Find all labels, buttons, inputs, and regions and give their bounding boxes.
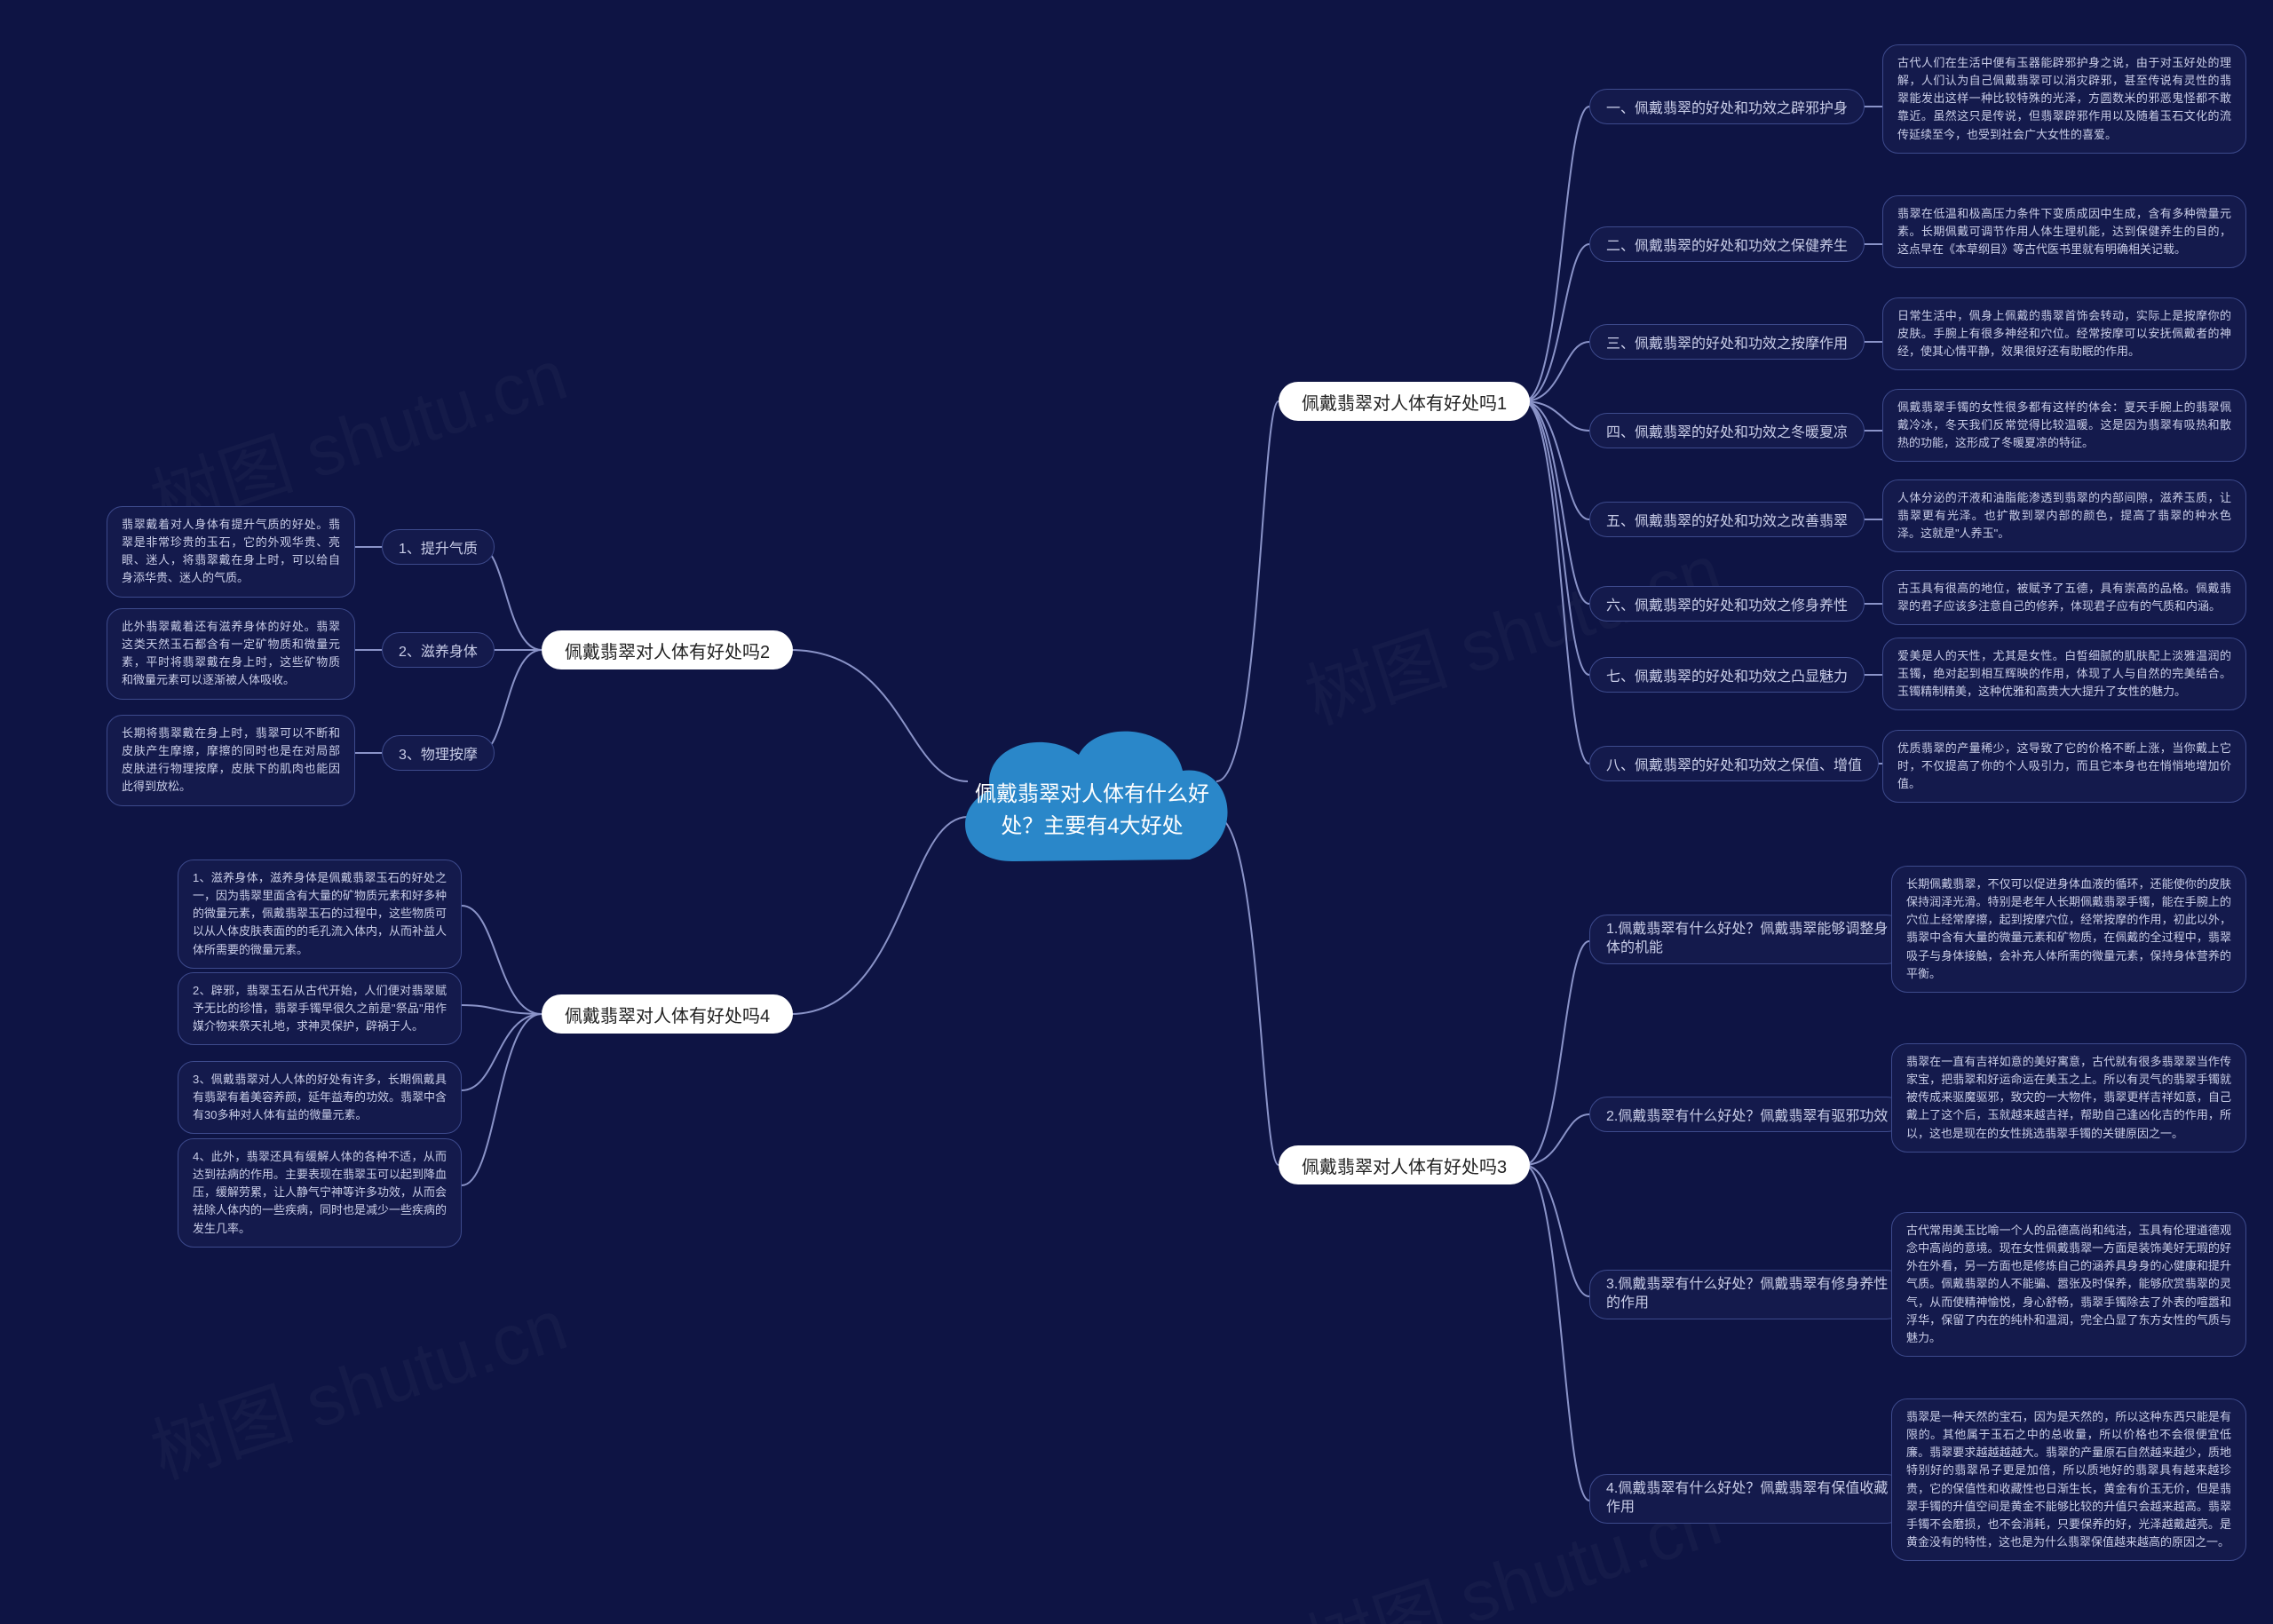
b1-leaf-2: 翡翠在低温和极高压力条件下变质成因中生成，含有多种微量元素。长期佩戴可调节作用人… (1882, 195, 2246, 268)
b1-sub-3[interactable]: 三、佩戴翡翠的好处和功效之按摩作用 (1589, 324, 1865, 360)
b4-leaf-1: 1、滋养身体，滋养身体是佩戴翡翠玉石的好处之一，因为翡翠里面含有大量的矿物质元素… (178, 860, 462, 969)
b1-sub-4[interactable]: 四、佩戴翡翠的好处和功效之冬暖夏凉 (1589, 413, 1865, 448)
b4-leaf-2: 2、辟邪，翡翠玉石从古代开始，人们便对翡翠赋予无比的珍惜，翡翠手镯早很久之前是"… (178, 972, 462, 1045)
center-topic-cloud[interactable]: 佩戴翡翠对人体有什么好 处？主要有4大好处 (941, 701, 1243, 897)
b1-leaf-7: 爱美是人的天性，尤其是女性。白皙细腻的肌肤配上淡雅温润的玉镯，绝对起到相互辉映的… (1882, 638, 2246, 710)
b1-sub-1[interactable]: 一、佩戴翡翠的好处和功效之辟邪护身 (1589, 89, 1865, 124)
b3-leaf-4: 翡翠是一种天然的宝石，因为是天然的，所以这种东西只能是有限的。其他属于玉石之中的… (1891, 1398, 2246, 1561)
b1-sub-2[interactable]: 二、佩戴翡翠的好处和功效之保健养生 (1589, 226, 1865, 262)
b1-leaf-1: 古代人们在生活中便有玉器能辟邪护身之说，由于对玉好处的理解，人们认为自己佩戴翡翠… (1882, 44, 2246, 154)
b1-leaf-5: 人体分泌的汗液和油脂能渗透到翡翠的内部间隙，滋养玉质，让翡翠更有光泽。也扩散到翠… (1882, 479, 2246, 552)
watermark: 树图 shutu.cn (137, 1268, 578, 1499)
b2-leaf-3: 长期将翡翠戴在身上时，翡翠可以不断和皮肤产生摩擦，摩擦的同时也是在对局部皮肤进行… (107, 715, 355, 806)
branch-node-4[interactable]: 佩戴翡翠对人体有好处吗4 (542, 994, 793, 1034)
b1-sub-8[interactable]: 八、佩戴翡翠的好处和功效之保值、增值 (1589, 746, 1879, 781)
branch-node-3[interactable]: 佩戴翡翠对人体有好处吗3 (1279, 1145, 1530, 1184)
b1-leaf-4: 佩戴翡翠手镯的女性很多都有这样的体会：夏天手腕上的翡翠佩戴冷冰，冬天我们反常觉得… (1882, 389, 2246, 462)
b1-leaf-6: 古玉具有很高的地位，被赋予了五德，具有崇高的品格。佩戴翡翠的君子应该多注意自己的… (1882, 570, 2246, 625)
b3-leaf-3: 古代常用美玉比喻一个人的品德高尚和纯洁，玉具有伦理道德观念中高尚的意境。现在女性… (1891, 1212, 2246, 1357)
b2-sub-1[interactable]: 1、提升气质 (382, 529, 495, 565)
b1-sub-7[interactable]: 七、佩戴翡翠的好处和功效之凸显魅力 (1589, 657, 1865, 693)
b1-sub-6[interactable]: 六、佩戴翡翠的好处和功效之修身养性 (1589, 586, 1865, 622)
branch-node-1[interactable]: 佩戴翡翠对人体有好处吗1 (1279, 382, 1530, 421)
watermark: 树图 shutu.cn (1291, 513, 1732, 744)
b3-sub-2[interactable]: 2.佩戴翡翠有什么好处？佩戴翡翠有驱邪功效 (1589, 1097, 1905, 1132)
b1-leaf-3: 日常生活中，佩身上佩戴的翡翠首饰会转动，实际上是按摩你的皮肤。手腕上有很多神经和… (1882, 297, 2246, 370)
b3-sub-1[interactable]: 1.佩戴翡翠有什么好处？佩戴翡翠能够调整身体的机能 (1589, 915, 1905, 964)
b3-leaf-2: 翡翠在一直有吉祥如意的美好寓意，古代就有很多翡翠翠当作传家宝，把翡翠和好运命运在… (1891, 1043, 2246, 1153)
b1-leaf-8: 优质翡翠的产量稀少，这导致了它的价格不断上涨，当你戴上它时，不仅提高了你的个人吸… (1882, 730, 2246, 803)
b3-sub-3[interactable]: 3.佩戴翡翠有什么好处？佩戴翡翠有修身养性的作用 (1589, 1270, 1905, 1319)
branch-node-2[interactable]: 佩戴翡翠对人体有好处吗2 (542, 630, 793, 669)
b4-leaf-4: 4、此外，翡翠还具有缓解人体的各种不适，从而达到祛病的作用。主要表现在翡翠玉可以… (178, 1138, 462, 1248)
b4-leaf-3: 3、佩戴翡翠对人人体的好处有许多，长期佩戴具有翡翠有着美容养颜，延年益寿的功效。… (178, 1061, 462, 1134)
center-topic-label: 佩戴翡翠对人体有什么好 处？主要有4大好处 (964, 779, 1221, 843)
b3-sub-4[interactable]: 4.佩戴翡翠有什么好处？佩戴翡翠有保值收藏作用 (1589, 1474, 1905, 1524)
b1-sub-5[interactable]: 五、佩戴翡翠的好处和功效之改善翡翠 (1589, 502, 1865, 537)
b3-leaf-1: 长期佩戴翡翠，不仅可以促进身体血液的循环，还能使你的皮肤保持润泽光滑。特别是老年… (1891, 866, 2246, 993)
b2-leaf-1: 翡翠戴着对人身体有提升气质的好处。翡翠是非常珍贵的玉石，它的外观华贵、亮眼、迷人… (107, 506, 355, 598)
b2-sub-2[interactable]: 2、滋养身体 (382, 632, 495, 668)
b2-leaf-2: 此外翡翠戴着还有滋养身体的好处。翡翠这类天然玉石都含有一定矿物质和微量元素，平时… (107, 608, 355, 700)
b2-sub-3[interactable]: 3、物理按摩 (382, 735, 495, 771)
